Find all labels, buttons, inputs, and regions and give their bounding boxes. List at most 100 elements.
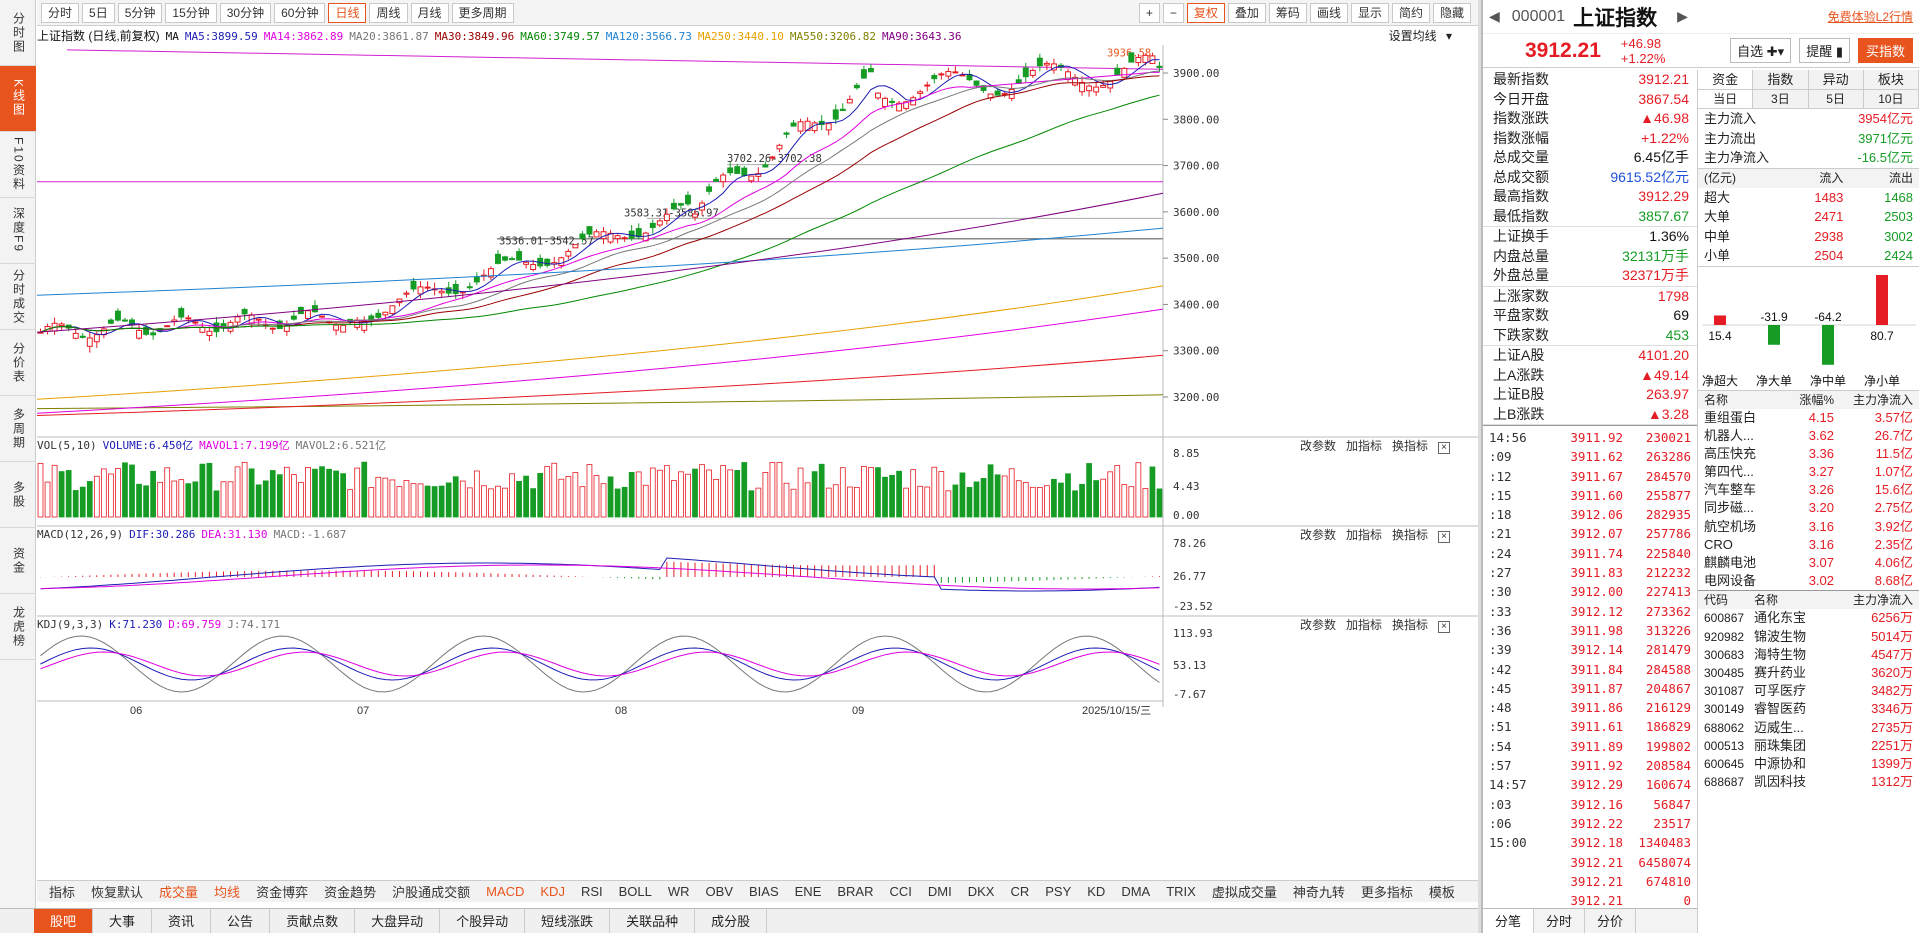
panel-tool-1[interactable]: 加指标 — [1345, 528, 1382, 542]
indicator-10[interactable]: BOLL — [618, 884, 652, 899]
footer-tab-1[interactable]: 大事 — [93, 908, 153, 933]
fund-subtab-2[interactable]: 5日 — [1808, 90, 1864, 108]
toolbar-btn-1[interactable]: − — [1162, 3, 1184, 23]
l2-trial-link[interactable]: 免费体验L2行情 — [1827, 10, 1913, 24]
toolbar-btn-5[interactable]: 画线 — [1309, 3, 1348, 23]
left-nav-item-8[interactable]: 资金 — [0, 528, 36, 594]
panel-tool-2[interactable]: 换指标 — [1391, 528, 1428, 542]
tick-tab-2[interactable]: 分价 — [1585, 909, 1637, 933]
stock-row[interactable]: 301087 可孚医疗 3482万 — [1698, 682, 1919, 700]
indicator-2[interactable]: 成交量 — [159, 885, 199, 900]
sector-row[interactable]: 航空机场 3.16 3.92亿 — [1698, 518, 1919, 536]
stock-row[interactable]: 600645 中源协和 1399万 — [1698, 755, 1919, 773]
kdj-tools[interactable]: 改参数 加指标 换指标 × — [1290, 616, 1450, 633]
fund-subtab-1[interactable]: 3日 — [1753, 90, 1809, 108]
vol-tools[interactable]: 改参数 加指标 换指标 × — [1290, 437, 1450, 454]
add-watch-button[interactable]: 自选 ✚▾ — [1730, 38, 1792, 63]
period-tab-4[interactable]: 30分钟 — [219, 2, 272, 23]
indicator-4[interactable]: 资金博弈 — [256, 885, 309, 900]
fund-tab-2[interactable]: 异动 — [1808, 70, 1864, 89]
fund-tab-3[interactable]: 板块 — [1863, 70, 1919, 89]
toolbar-btn-4[interactable]: 筹码 — [1268, 3, 1307, 23]
left-nav-item-1[interactable]: K线图 — [0, 66, 36, 132]
indicator-27[interactable]: 模板 — [1428, 885, 1455, 900]
indicator-21[interactable]: KD — [1087, 884, 1106, 899]
period-tab-3[interactable]: 15分钟 — [165, 2, 217, 23]
ma-settings[interactable]: 设置均线 ▾ — [1388, 29, 1452, 43]
next-arrow-icon[interactable]: ▶ — [1677, 8, 1688, 24]
tick-tab-0[interactable]: 分笔 — [1483, 909, 1535, 933]
indicator-17[interactable]: DMI — [927, 884, 952, 899]
stock-row[interactable]: 300485 赛升药业 3620万 — [1698, 664, 1919, 682]
footer-tab-8[interactable]: 关联品种 — [610, 908, 696, 933]
panel-tool-0[interactable]: 改参数 — [1299, 439, 1336, 453]
fund-subtab-0[interactable]: 当日 — [1698, 90, 1754, 108]
indicator-14[interactable]: ENE — [794, 884, 822, 899]
sector-row[interactable]: 电网设备 3.02 8.68亿 — [1698, 572, 1919, 590]
period-tab-5[interactable]: 60分钟 — [274, 2, 326, 23]
period-tab-2[interactable]: 5分钟 — [117, 2, 163, 23]
indicator-26[interactable]: 更多指标 — [1360, 885, 1413, 900]
period-tab-0[interactable]: 分时 — [41, 2, 80, 23]
panel-tool-0[interactable]: 改参数 — [1299, 618, 1336, 632]
indicator-18[interactable]: DKX — [967, 884, 995, 899]
stock-row[interactable]: 300149 睿智医药 3346万 — [1698, 700, 1919, 718]
indicator-12[interactable]: OBV — [705, 884, 734, 899]
indicator-25[interactable]: 神奇九转 — [1292, 885, 1345, 900]
indicator-5[interactable]: 资金趋势 — [324, 885, 377, 900]
left-nav-item-9[interactable]: 龙虎榜 — [0, 594, 36, 660]
panel-tool-0[interactable]: 改参数 — [1299, 528, 1336, 542]
indicator-15[interactable]: BRAR — [837, 884, 874, 899]
stock-row[interactable]: 688687 凯因科技 1312万 — [1698, 773, 1919, 791]
close-icon[interactable]: × — [1438, 531, 1450, 543]
period-tab-8[interactable]: 月线 — [410, 2, 449, 23]
indicator-23[interactable]: TRIX — [1166, 884, 1196, 899]
left-nav-item-2[interactable]: F10资料 — [0, 132, 36, 198]
footer-tab-2[interactable]: 资讯 — [152, 908, 212, 933]
indicator-7[interactable]: MACD — [486, 884, 525, 899]
indicator-19[interactable]: CR — [1010, 884, 1030, 899]
sector-row[interactable]: 重组蛋白 4.15 3.57亿 — [1698, 409, 1919, 427]
stock-row[interactable]: 300683 海特生物 4547万 — [1698, 646, 1919, 664]
close-icon[interactable]: × — [1438, 621, 1450, 633]
indicator-6[interactable]: 沪股通成交额 — [392, 885, 471, 900]
left-nav-item-0[interactable]: 分时图 — [0, 0, 36, 66]
macd-tools[interactable]: 改参数 加指标 换指标 × — [1290, 526, 1450, 543]
indicator-1[interactable]: 恢复默认 — [91, 885, 144, 900]
indicator-3[interactable]: 均线 — [214, 885, 241, 900]
indicator-8[interactable]: KDJ — [540, 884, 565, 899]
left-nav-item-6[interactable]: 多周期 — [0, 396, 36, 462]
indicator-22[interactable]: DMA — [1121, 884, 1151, 899]
footer-tab-5[interactable]: 大盘异动 — [355, 908, 441, 933]
footer-tab-3[interactable]: 公告 — [211, 908, 271, 933]
footer-tab-6[interactable]: 个股异动 — [440, 908, 526, 933]
stock-row[interactable]: 600867 通化东宝 6256万 — [1698, 609, 1919, 627]
prev-arrow-icon[interactable]: ◀ — [1489, 8, 1500, 24]
period-tab-9[interactable]: 更多周期 — [451, 2, 514, 23]
indicator-9[interactable]: RSI — [580, 884, 603, 899]
alert-button[interactable]: 提醒 ▮ — [1799, 38, 1850, 63]
indicator-13[interactable]: BIAS — [749, 884, 779, 899]
sector-row[interactable]: 同步磁... 3.20 2.75亿 — [1698, 499, 1919, 517]
toolbar-btn-8[interactable]: 隐藏 — [1432, 3, 1471, 23]
panel-splitter[interactable] — [1478, 0, 1481, 933]
stock-row[interactable]: 000513 丽珠集团 2251万 — [1698, 737, 1919, 755]
stock-row[interactable]: 920982 锦波生物 5014万 — [1698, 628, 1919, 646]
panel-tool-1[interactable]: 加指标 — [1345, 618, 1382, 632]
indicator-16[interactable]: CCI — [889, 884, 912, 899]
footer-tab-9[interactable]: 成分股 — [695, 908, 768, 933]
left-nav-item-4[interactable]: 分时成交 — [0, 264, 36, 330]
kline-chart[interactable]: 3900.00 3800.00 3700.00 3600.00 3500.00 3400.… — [37, 27, 1478, 880]
toolbar-btn-0[interactable]: + — [1138, 3, 1160, 23]
sector-row[interactable]: 汽车整车 3.26 15.6亿 — [1698, 481, 1919, 499]
fund-tab-1[interactable]: 指数 — [1753, 70, 1809, 89]
sector-row[interactable]: 第四代... 3.27 1.07亿 — [1698, 463, 1919, 481]
left-nav-item-7[interactable]: 多股 — [0, 462, 36, 528]
left-nav-item-3[interactable]: 深度F9 — [0, 198, 36, 264]
panel-tool-1[interactable]: 加指标 — [1345, 439, 1382, 453]
toolbar-btn-6[interactable]: 显示 — [1350, 3, 1389, 23]
period-tab-1[interactable]: 5日 — [82, 2, 115, 23]
sector-row[interactable]: 机器人... 3.62 26.7亿 — [1698, 427, 1919, 445]
buy-index-button[interactable]: 买指数 — [1857, 38, 1913, 63]
chart-area[interactable]: 3900.00 3800.00 3700.00 3600.00 3500.00 3400.… — [37, 27, 1478, 880]
